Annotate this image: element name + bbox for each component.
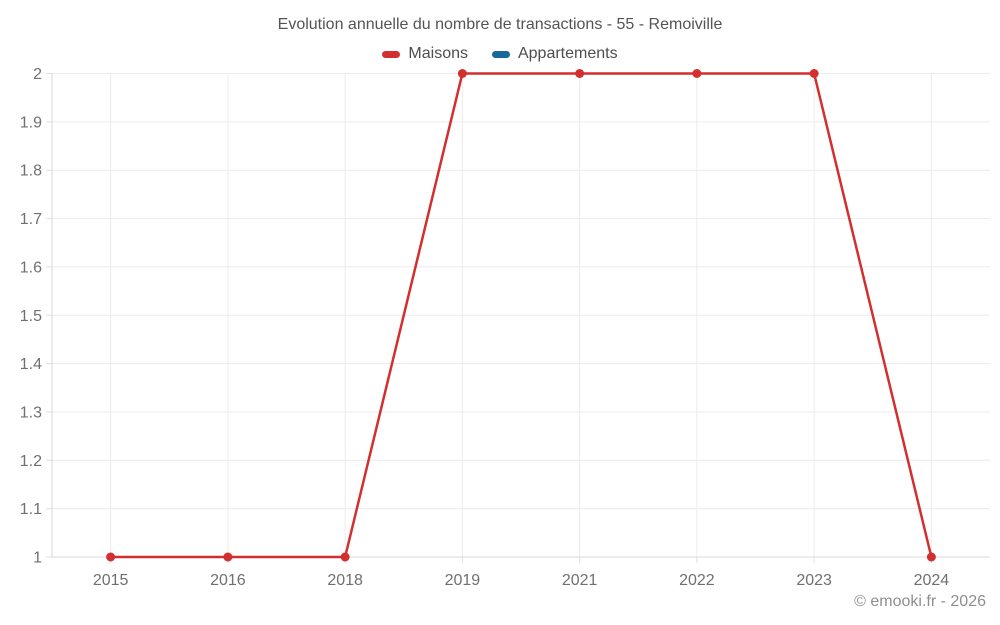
y-tick-label: 1.7	[20, 211, 42, 228]
data-point[interactable]	[809, 69, 819, 78]
x-tick-label: 2024	[914, 572, 950, 589]
y-tick-label: 1.8	[20, 163, 42, 180]
series-line-maisons	[109, 72, 933, 559]
x-tick-label: 2015	[93, 572, 129, 589]
x-tick-label: 2021	[562, 572, 598, 589]
y-tick-label: 1.4	[20, 356, 42, 373]
legend-swatch	[382, 50, 401, 58]
data-point[interactable]	[340, 552, 350, 562]
legend-label: Maisons	[408, 45, 468, 62]
y-tick-label: 1.9	[20, 114, 42, 131]
legend-item-maisons[interactable]: Maisons	[382, 45, 468, 63]
data-point[interactable]	[457, 69, 467, 78]
y-tick-label: 1.5	[20, 308, 42, 325]
y-tick-label: 2	[33, 66, 42, 83]
legend: Maisons Appartements	[0, 45, 1000, 63]
y-tick-label: 1.1	[20, 501, 42, 518]
chart-title: Evolution annuelle du nombre de transact…	[277, 16, 723, 33]
x-tick-label: 2022	[679, 572, 715, 589]
data-point[interactable]	[575, 69, 585, 78]
legend-label: Appartements	[517, 45, 618, 62]
y-tick-label: 1.6	[20, 259, 42, 276]
data-point[interactable]	[223, 552, 233, 562]
copyright: © emooki.fr - 2026	[854, 593, 986, 610]
x-tick-label: 2023	[796, 572, 832, 589]
y-tick-label: 1	[33, 550, 42, 567]
data-point[interactable]	[926, 552, 936, 562]
y-tick-label: 1.3	[20, 404, 42, 421]
data-point[interactable]	[106, 552, 116, 562]
x-tick-label: 2018	[327, 572, 363, 589]
legend-item-appartements[interactable]: Appartements	[491, 45, 618, 63]
data-point[interactable]	[692, 69, 702, 78]
legend-swatch	[491, 50, 510, 58]
y-tick-label: 1.2	[20, 453, 42, 470]
x-tick-label: 2016	[210, 572, 246, 589]
x-tick-label: 2019	[445, 572, 481, 589]
